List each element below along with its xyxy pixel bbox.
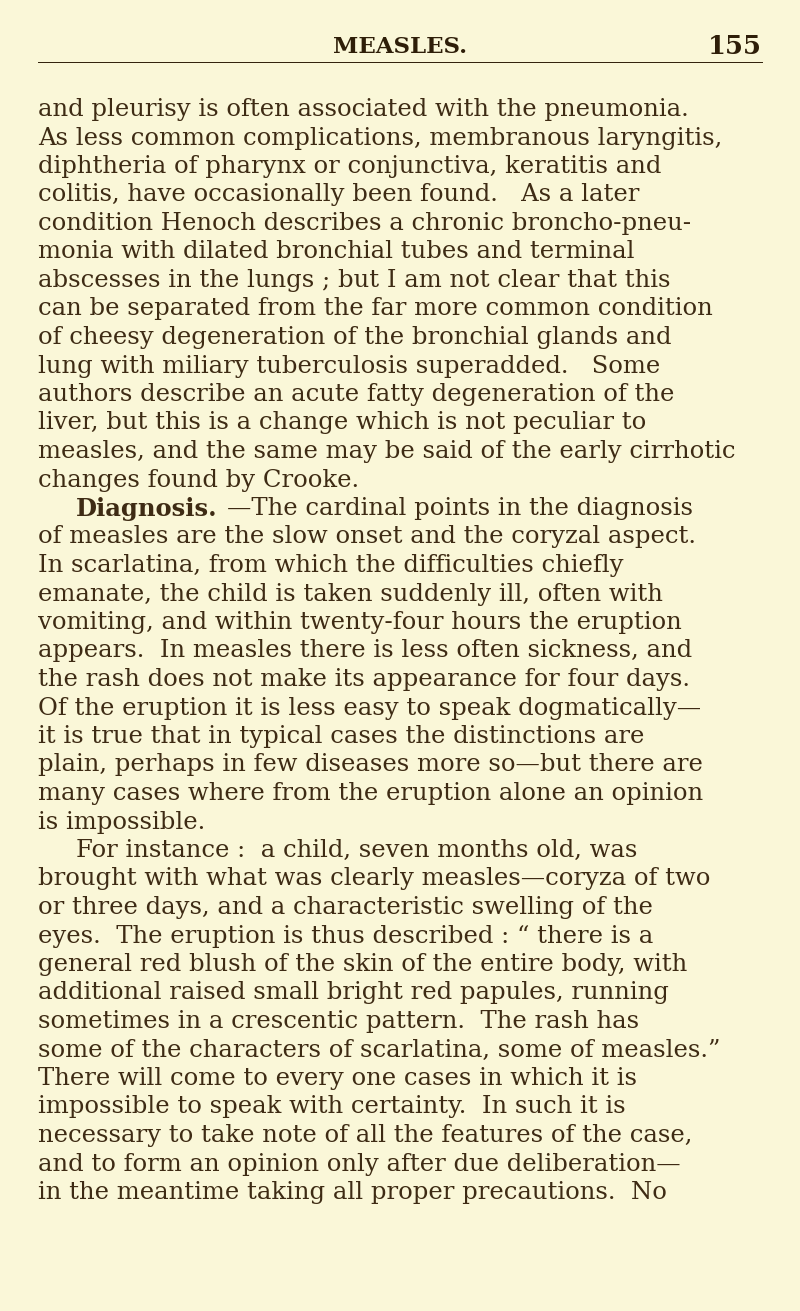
Text: In scarlatina, from which the difficulties chiefly: In scarlatina, from which the difficulti… — [38, 555, 623, 577]
Text: vomiting, and within twenty-four hours the eruption: vomiting, and within twenty-four hours t… — [38, 611, 682, 635]
Text: impossible to speak with certainty.  In such it is: impossible to speak with certainty. In s… — [38, 1096, 626, 1118]
Text: monia with dilated bronchial tubes and terminal: monia with dilated bronchial tubes and t… — [38, 240, 634, 264]
Text: liver, but this is a change which is not peculiar to: liver, but this is a change which is not… — [38, 412, 646, 434]
Text: or three days, and a characteristic swelling of the: or three days, and a characteristic swel… — [38, 895, 653, 919]
Text: eyes.  The eruption is thus described : “ there is a: eyes. The eruption is thus described : “… — [38, 924, 654, 948]
Text: —The cardinal points in the diagnosis: —The cardinal points in the diagnosis — [226, 497, 693, 520]
Text: authors describe an acute fatty degeneration of the: authors describe an acute fatty degenera… — [38, 383, 674, 406]
Text: some of the characters of scarlatina, some of measles.”: some of the characters of scarlatina, so… — [38, 1038, 721, 1062]
Text: 155: 155 — [708, 34, 762, 59]
Text: MEASLES.: MEASLES. — [333, 35, 467, 58]
Text: measles, and the same may be said of the early cirrhotic: measles, and the same may be said of the… — [38, 440, 735, 463]
Text: diphtheria of pharynx or conjunctiva, keratitis and: diphtheria of pharynx or conjunctiva, ke… — [38, 155, 662, 178]
Text: the rash does not make its appearance for four days.: the rash does not make its appearance fo… — [38, 669, 690, 691]
Text: additional raised small bright red papules, running: additional raised small bright red papul… — [38, 982, 669, 1004]
Text: abscesses in the lungs ; but I am not clear that this: abscesses in the lungs ; but I am not cl… — [38, 269, 670, 292]
Text: Diagnosis.: Diagnosis. — [76, 497, 218, 520]
Text: is impossible.: is impossible. — [38, 810, 206, 834]
Text: many cases where from the eruption alone an opinion: many cases where from the eruption alone… — [38, 781, 703, 805]
Text: appears.  In measles there is less often sickness, and: appears. In measles there is less often … — [38, 640, 692, 662]
Text: sometimes in a crescentic pattern.  The rash has: sometimes in a crescentic pattern. The r… — [38, 1009, 639, 1033]
Text: emanate, the child is taken suddenly ill, often with: emanate, the child is taken suddenly ill… — [38, 582, 663, 606]
Text: and pleurisy is often associated with the pneumonia.: and pleurisy is often associated with th… — [38, 98, 689, 121]
Text: There will come to every one cases in which it is: There will come to every one cases in wh… — [38, 1067, 637, 1089]
Text: can be separated from the far more common condition: can be separated from the far more commo… — [38, 298, 713, 320]
Text: it is true that in typical cases the distinctions are: it is true that in typical cases the dis… — [38, 725, 644, 749]
Text: plain, perhaps in few diseases more so—but there are: plain, perhaps in few diseases more so—b… — [38, 754, 703, 776]
Text: For instance :  a child, seven months old, was: For instance : a child, seven months old… — [76, 839, 638, 863]
Text: in the meantime taking all proper precautions.  No: in the meantime taking all proper precau… — [38, 1181, 667, 1203]
Text: As less common complications, membranous laryngitis,: As less common complications, membranous… — [38, 126, 722, 149]
Text: condition Henoch describes a chronic broncho-pneu-: condition Henoch describes a chronic bro… — [38, 212, 691, 235]
Text: of cheesy degeneration of the bronchial glands and: of cheesy degeneration of the bronchial … — [38, 326, 671, 349]
Text: necessary to take note of all the features of the case,: necessary to take note of all the featur… — [38, 1124, 692, 1147]
Text: changes found by Crooke.: changes found by Crooke. — [38, 468, 359, 492]
Text: Of the eruption it is less easy to speak dogmatically—: Of the eruption it is less easy to speak… — [38, 696, 701, 720]
Text: lung with miliary tuberculosis superadded.   Some: lung with miliary tuberculosis superadde… — [38, 354, 660, 378]
Text: colitis, have occasionally been found.   As a later: colitis, have occasionally been found. A… — [38, 184, 639, 207]
Text: general red blush of the skin of the entire body, with: general red blush of the skin of the ent… — [38, 953, 687, 975]
Text: of measles are the slow onset and the coryzal aspect.: of measles are the slow onset and the co… — [38, 526, 696, 548]
Text: and to form an opinion only after due deliberation—: and to form an opinion only after due de… — [38, 1152, 681, 1176]
Text: brought with what was clearly measles—coryza of two: brought with what was clearly measles—co… — [38, 868, 710, 890]
